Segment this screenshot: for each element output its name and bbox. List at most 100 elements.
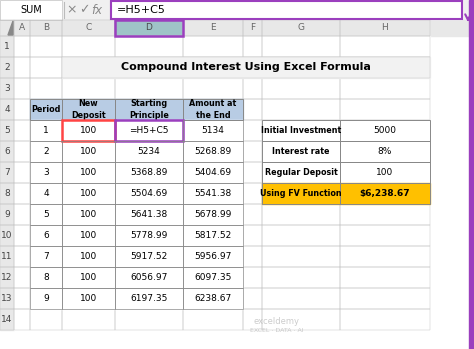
- Text: 100: 100: [80, 147, 97, 156]
- Bar: [183, 204, 243, 225]
- Bar: [115, 141, 183, 162]
- Bar: [115, 204, 183, 225]
- Bar: [0, 120, 14, 141]
- Bar: [0, 246, 14, 267]
- Bar: [115, 225, 183, 246]
- Bar: [0, 141, 14, 162]
- Text: 9: 9: [4, 210, 10, 219]
- Bar: [262, 204, 340, 225]
- Bar: [183, 120, 243, 141]
- Bar: [262, 162, 340, 183]
- Bar: [262, 246, 340, 267]
- Bar: [0, 183, 14, 204]
- Bar: [262, 141, 340, 162]
- Bar: [30, 78, 62, 99]
- Bar: [340, 204, 430, 225]
- Text: 13: 13: [1, 294, 13, 303]
- Bar: [183, 36, 243, 57]
- Bar: [262, 309, 340, 330]
- Bar: [115, 246, 183, 267]
- Bar: [0, 183, 14, 204]
- Bar: [14, 20, 30, 36]
- Bar: [115, 183, 183, 204]
- Bar: [0, 20, 14, 36]
- Bar: [14, 141, 30, 162]
- Bar: [340, 225, 430, 246]
- Bar: [62, 57, 115, 78]
- Bar: [115, 57, 183, 78]
- Bar: [30, 36, 62, 57]
- Bar: [115, 204, 183, 225]
- Text: ✓: ✓: [79, 3, 89, 16]
- Bar: [183, 162, 243, 183]
- Bar: [115, 120, 183, 141]
- Bar: [243, 225, 262, 246]
- Bar: [14, 120, 30, 141]
- Text: 5817.52: 5817.52: [194, 231, 232, 240]
- Bar: [62, 141, 115, 162]
- Bar: [340, 120, 430, 141]
- Bar: [115, 20, 183, 36]
- Bar: [340, 288, 430, 309]
- Text: 5956.97: 5956.97: [194, 252, 232, 261]
- Bar: [262, 309, 340, 330]
- Text: Compound Interest Using Excel Formula: Compound Interest Using Excel Formula: [121, 62, 371, 73]
- Bar: [62, 57, 430, 78]
- Bar: [340, 267, 430, 288]
- Bar: [14, 183, 30, 204]
- Bar: [243, 120, 262, 141]
- Bar: [262, 225, 340, 246]
- Bar: [30, 225, 62, 246]
- Bar: [183, 246, 243, 267]
- Bar: [262, 141, 340, 162]
- Bar: [14, 246, 30, 267]
- Bar: [14, 246, 30, 267]
- Bar: [115, 57, 183, 78]
- Bar: [62, 225, 115, 246]
- Bar: [183, 225, 243, 246]
- Bar: [14, 120, 30, 141]
- Bar: [340, 162, 430, 183]
- Text: =H5+C5: =H5+C5: [129, 126, 169, 135]
- Bar: [262, 78, 340, 99]
- Bar: [183, 162, 243, 183]
- Bar: [340, 120, 430, 141]
- Text: 6: 6: [43, 231, 49, 240]
- Bar: [262, 183, 340, 204]
- Bar: [14, 183, 30, 204]
- Bar: [30, 162, 62, 183]
- Bar: [262, 57, 340, 78]
- Bar: [262, 204, 340, 225]
- Bar: [243, 183, 262, 204]
- Bar: [0, 57, 14, 78]
- Bar: [30, 99, 62, 120]
- Bar: [0, 162, 14, 183]
- Bar: [183, 99, 243, 120]
- Bar: [14, 225, 30, 246]
- Text: 10: 10: [1, 231, 13, 240]
- Bar: [0, 204, 14, 225]
- Bar: [30, 120, 62, 141]
- Bar: [115, 78, 183, 99]
- Bar: [340, 183, 430, 204]
- Text: 5778.99: 5778.99: [130, 231, 168, 240]
- Bar: [14, 288, 30, 309]
- Bar: [0, 246, 14, 267]
- Bar: [183, 183, 243, 204]
- Bar: [62, 267, 115, 288]
- Bar: [243, 99, 262, 120]
- Bar: [243, 309, 262, 330]
- Text: 100: 100: [80, 126, 97, 135]
- Bar: [262, 162, 340, 183]
- Bar: [30, 162, 62, 183]
- Bar: [262, 162, 340, 183]
- Bar: [62, 288, 115, 309]
- Bar: [62, 267, 115, 288]
- Bar: [115, 78, 183, 99]
- Text: 3: 3: [43, 168, 49, 177]
- Text: exceldemy: exceldemy: [254, 317, 300, 326]
- Bar: [183, 225, 243, 246]
- Bar: [243, 204, 262, 225]
- Bar: [62, 141, 115, 162]
- Bar: [14, 204, 30, 225]
